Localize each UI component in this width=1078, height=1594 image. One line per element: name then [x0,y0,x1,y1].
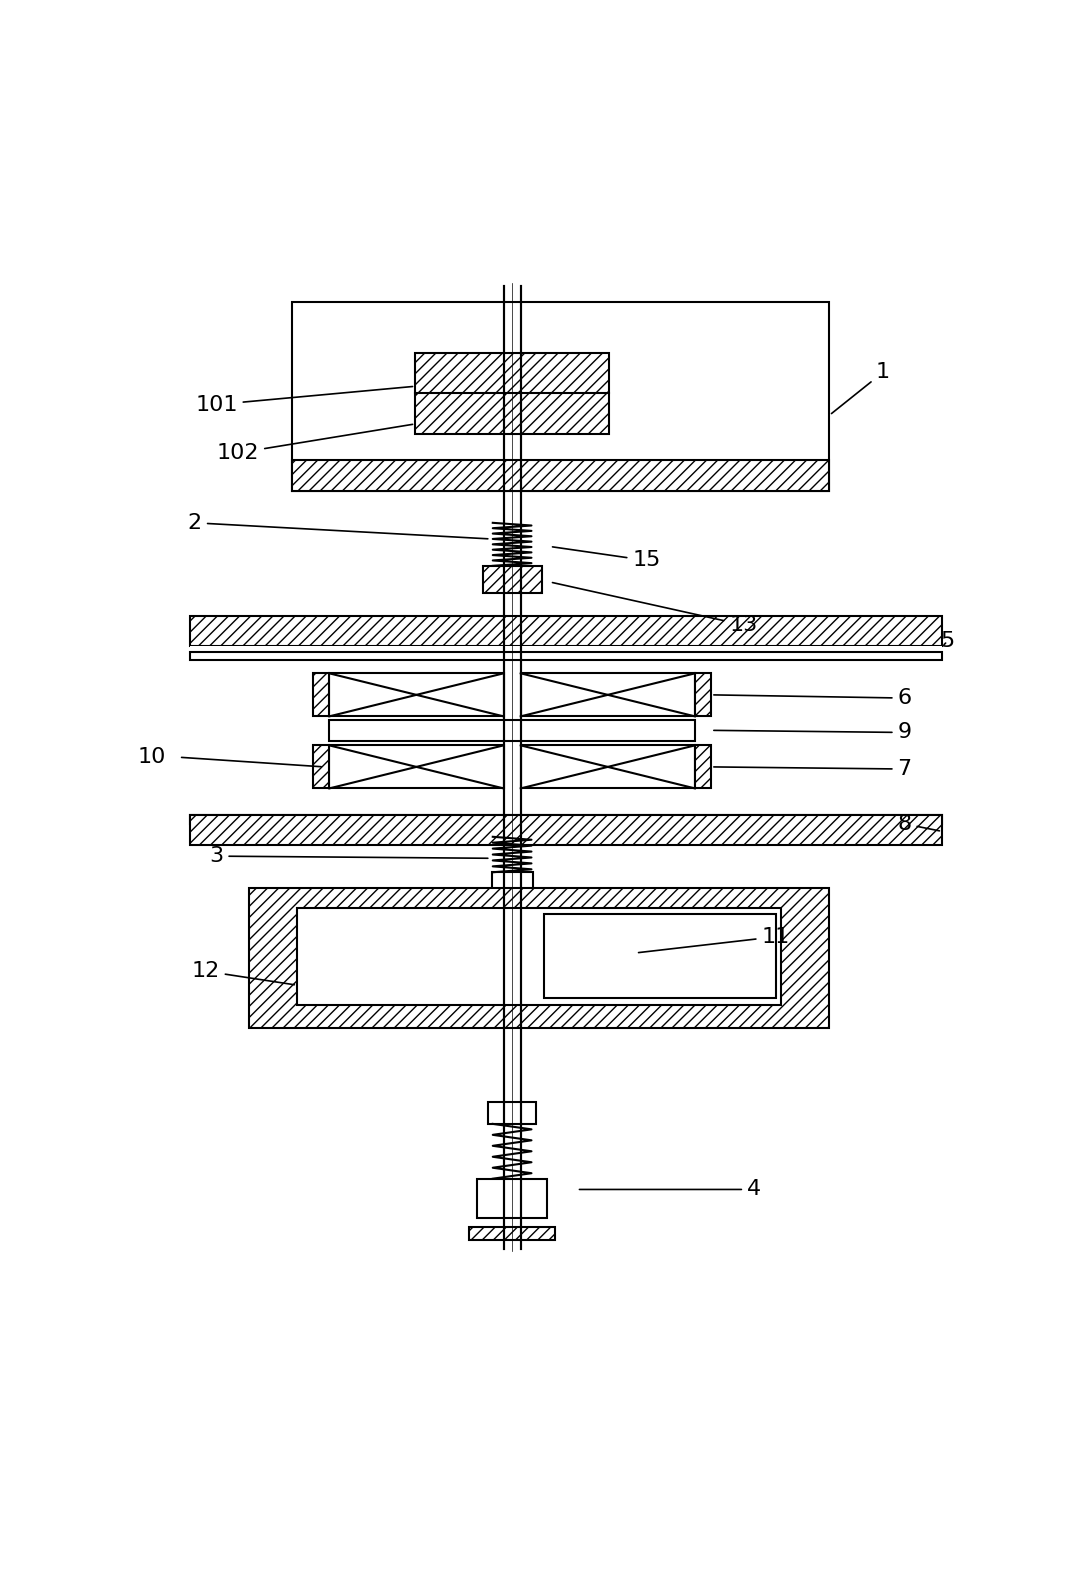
Bar [190,815,942,845]
Text: 1: 1 [831,362,890,413]
Bar [521,673,695,716]
Bar [330,673,503,716]
Bar [292,461,829,491]
Bar [298,907,780,1004]
Bar [314,673,330,716]
Text: 4: 4 [579,1180,761,1199]
Bar [249,888,829,1028]
Text: 3: 3 [209,846,488,866]
Bar [469,1227,555,1240]
Text: 102: 102 [217,424,413,462]
Bar [330,719,695,741]
Text: 9: 9 [714,722,912,743]
Bar [415,352,609,434]
Bar [478,1178,547,1218]
Text: 11: 11 [638,926,790,953]
Text: 10: 10 [138,748,166,767]
Text: 13: 13 [552,582,758,634]
Bar [521,746,695,789]
Text: 15: 15 [553,547,661,571]
Text: 5: 5 [940,631,955,650]
Bar [492,872,533,891]
Bar [190,617,942,647]
Bar [190,815,942,824]
Bar [544,915,775,998]
Bar [330,746,503,789]
Text: 101: 101 [195,386,413,414]
Bar [695,746,711,789]
Bar [314,746,330,789]
Bar [483,566,541,593]
Bar [695,673,711,716]
Text: 6: 6 [714,689,912,708]
Bar [292,303,829,491]
Text: 12: 12 [192,961,294,985]
Text: 2: 2 [188,513,488,539]
Bar [190,652,942,660]
Bar [488,1103,537,1124]
Bar [190,647,942,657]
Text: 7: 7 [714,759,912,779]
Text: 8: 8 [898,815,940,834]
